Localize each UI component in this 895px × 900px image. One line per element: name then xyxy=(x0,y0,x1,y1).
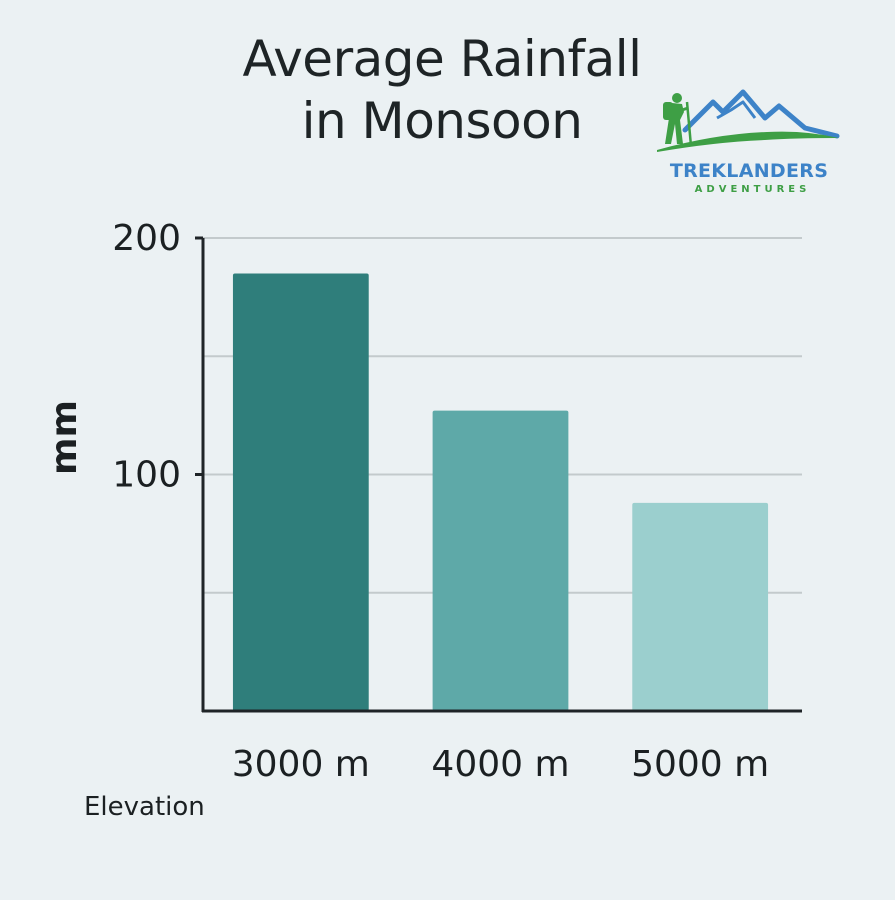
x-tick-label: 3000 m xyxy=(232,744,370,785)
x-tick-label: 5000 m xyxy=(631,744,769,785)
bar-2 xyxy=(432,410,569,711)
treklanders-logo: TREKLANDERS ADVENTURES xyxy=(655,88,845,200)
y-axis-label: mm xyxy=(44,399,85,475)
bar-3 xyxy=(632,502,769,711)
y-tick-label: 100 xyxy=(112,455,181,496)
y-tick-label: 200 xyxy=(112,218,181,259)
chart-title-line-1: Average Rainfall xyxy=(242,30,642,88)
logo-tagline: ADVENTURES xyxy=(694,184,811,195)
x-tick-label: 4000 m xyxy=(431,744,569,785)
chart-title: Average Rainfall in Monsoon xyxy=(200,28,684,152)
x-axis-label: Elevation xyxy=(84,792,205,822)
mountain-hiker-icon xyxy=(657,89,840,152)
bar-1 xyxy=(232,273,369,711)
logo-name: TREKLANDERS xyxy=(669,160,829,182)
chart-title-line-2: in Monsoon xyxy=(301,92,583,150)
